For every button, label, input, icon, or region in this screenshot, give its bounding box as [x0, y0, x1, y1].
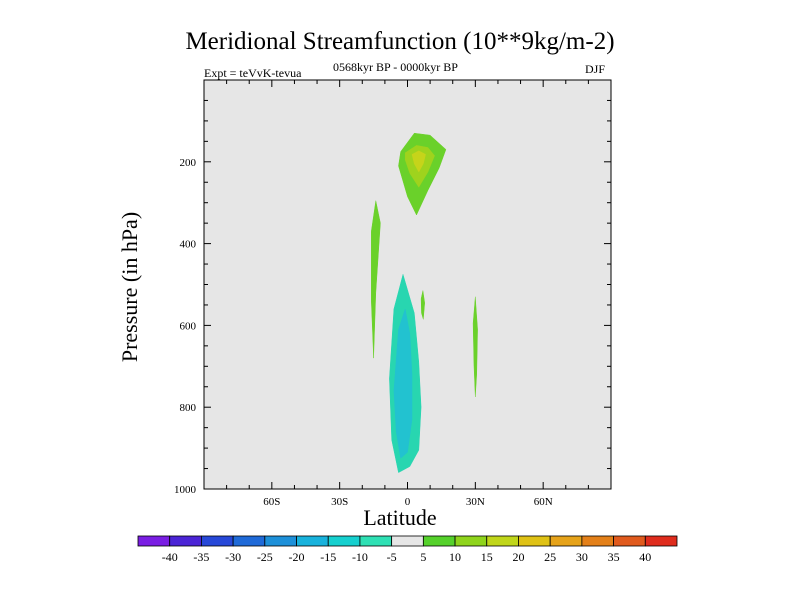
colorbar-label: 40: [639, 550, 651, 564]
colorbar-box: [169, 535, 202, 547]
x-axis-label: Latitude: [363, 505, 437, 530]
y-tick-label: 1000: [174, 484, 197, 496]
colorbar-label: 20: [512, 550, 524, 564]
x-tick-label: 60N: [534, 496, 553, 508]
colorbar-box: [644, 535, 678, 547]
colorbar-label: -15: [320, 550, 336, 564]
colorbar-box: [201, 535, 234, 547]
colorbar-box: [391, 535, 424, 547]
colorbar-label: -5: [387, 550, 397, 564]
colorbar-box: [296, 535, 329, 547]
colorbar-label: -25: [257, 550, 273, 564]
contour-region-7: [393, 308, 413, 459]
colorbar-label: 35: [608, 550, 620, 564]
experiment-annotation: Expt = teVvK-tevua: [204, 66, 302, 80]
colorbar-box: [486, 535, 519, 547]
colorbar-box: [454, 535, 488, 547]
contour-region-4: [420, 290, 425, 320]
period-annotation: 0568kyr BP - 0000kyr BP: [333, 60, 458, 74]
colorbar-box: [327, 535, 361, 547]
colorbar-box: [613, 535, 646, 547]
colorbar-box: [137, 535, 171, 547]
season-annotation: DJF: [585, 62, 606, 76]
colorbar-label: -35: [193, 550, 209, 564]
y-tick-label: 400: [180, 239, 197, 251]
contour-region-2: [411, 150, 426, 173]
colorbar-label: -40: [162, 550, 178, 564]
colorbar-label: 15: [481, 550, 493, 564]
colorbar-label: -10: [352, 550, 368, 564]
colorbar-box: [264, 535, 297, 547]
colorbar-label: 30: [576, 550, 588, 564]
colorbar-box: [422, 535, 456, 547]
colorbar-box: [359, 535, 393, 547]
colorbar-label: -30: [225, 550, 241, 564]
x-tick-label: 0: [405, 496, 411, 508]
y-tick-label: 200: [180, 157, 197, 169]
x-tick-label: 60S: [263, 496, 280, 508]
colorbar-label: 10: [449, 550, 461, 564]
y-tick-label: 600: [180, 320, 197, 332]
colorbar-label: 25: [544, 550, 556, 564]
x-tick-label: 30S: [331, 496, 348, 508]
colorbar-label: 5: [420, 550, 426, 564]
colorbar-box: [581, 535, 614, 547]
x-tick-label: 30N: [466, 496, 485, 508]
colorbar-label: -20: [289, 550, 305, 564]
contour-region-5: [472, 296, 478, 398]
y-tick-label: 800: [180, 402, 197, 414]
colorbar-box: [232, 535, 266, 547]
colorbar-box: [518, 535, 551, 547]
contour-region-3: [371, 200, 381, 359]
chart-title: Meridional Streamfunction (10**9kg/m-2): [185, 28, 615, 55]
colorbar-box: [549, 535, 583, 547]
